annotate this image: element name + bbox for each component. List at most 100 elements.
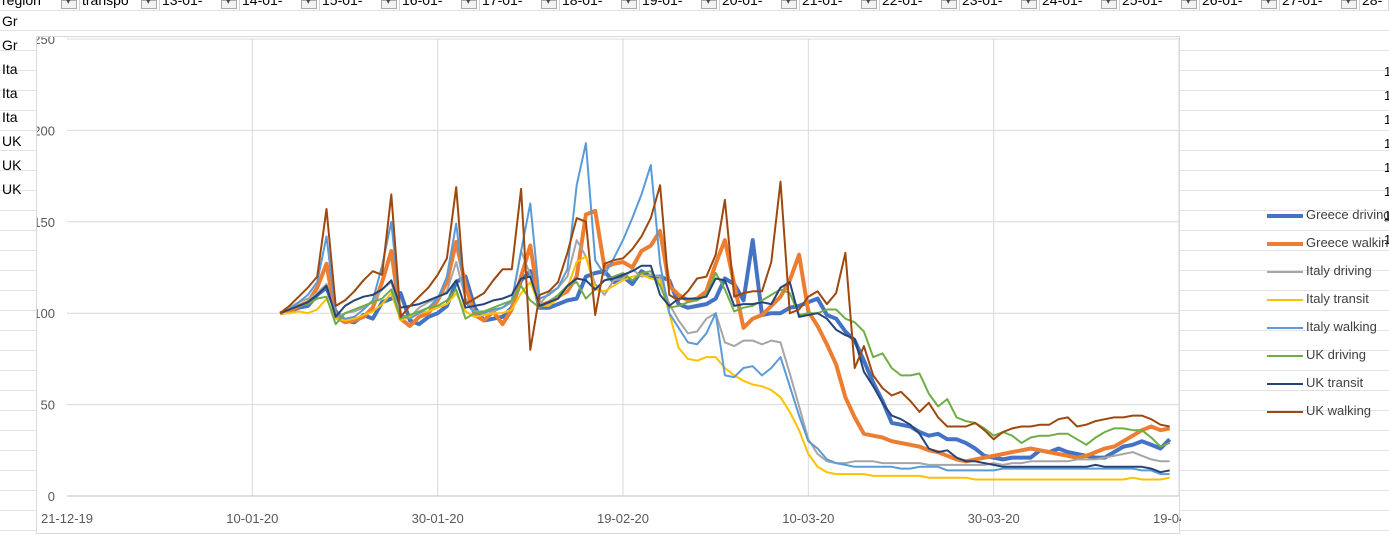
column-header-label: transpo [82, 0, 129, 8]
chevron-down-icon: ▾ [1266, 0, 1271, 6]
y-tick-label: 150 [37, 215, 55, 230]
column-header[interactable]: 13-01- ▾ [160, 0, 240, 10]
row-value-cell[interactable]: 1 [1384, 88, 1389, 103]
column-header[interactable]: region ▾ [0, 0, 80, 10]
column-header-label: 28- [1362, 0, 1383, 8]
x-tick-label: 10-03-20 [782, 511, 834, 526]
legend-label: Italy driving [1306, 263, 1372, 278]
row-region-cell[interactable]: UK [2, 181, 22, 197]
row-gridline [0, 30, 1389, 31]
column-header-label: 22-01- [882, 0, 923, 8]
filter-dropdown-button[interactable]: ▾ [221, 0, 237, 9]
column-header[interactable]: 21-01- ▾ [800, 0, 880, 10]
chart-plot-area: 0 50 100 150 200 250 21-12-19 10-01-20 30-01-20 1… [37, 37, 1181, 526]
y-tick-label: 250 [37, 37, 55, 47]
legend-label: Greece walking [1306, 235, 1389, 250]
legend-swatch [1267, 271, 1303, 273]
chevron-down-icon: ▾ [146, 0, 151, 6]
filter-dropdown-button[interactable]: ▾ [1181, 0, 1197, 9]
row-region-cell[interactable]: Ita [2, 61, 18, 77]
column-header[interactable]: 25-01- ▾ [1120, 0, 1200, 10]
y-tick-label: 50 [41, 398, 55, 413]
x-tick-label: 21-12-19 [41, 511, 93, 526]
filter-dropdown-button[interactable]: ▾ [621, 0, 637, 9]
filter-dropdown-button[interactable]: ▾ [941, 0, 957, 9]
row-region-cell[interactable]: Ita [2, 85, 18, 101]
column-header[interactable]: 28- [1360, 0, 1389, 10]
legend-swatch [1267, 383, 1303, 385]
legend-label: Greece driving [1306, 207, 1389, 222]
chevron-down-icon: ▾ [946, 0, 951, 6]
column-header-label: 17-01- [482, 0, 523, 8]
legend-swatch [1267, 299, 1303, 301]
series-line-greece-driving [279, 238, 1172, 462]
filter-dropdown-button[interactable]: ▾ [141, 0, 157, 9]
column-header[interactable]: 24-01- ▾ [1040, 0, 1120, 10]
filter-dropdown-button[interactable]: ▾ [1101, 0, 1117, 9]
column-header-label: 21-01- [802, 0, 843, 8]
chevron-down-icon: ▾ [66, 0, 71, 6]
column-header[interactable]: 14-01- ▾ [240, 0, 320, 10]
column-header-label: 15-01- [322, 0, 363, 8]
filter-dropdown-button[interactable]: ▾ [461, 0, 477, 9]
line-chart[interactable]: 0 50 100 150 200 250 21-12-19 10-01-20 30-01-20 1… [36, 36, 1389, 534]
filter-dropdown-button[interactable]: ▾ [701, 0, 717, 9]
row-region-cell[interactable]: UK [2, 133, 22, 149]
column-header[interactable]: 26-01- ▾ [1200, 0, 1280, 10]
column-header-label: 26-01- [1202, 0, 1243, 8]
legend-swatch [1267, 411, 1303, 413]
series-line-uk-transit [279, 264, 1170, 474]
chevron-down-icon: ▾ [546, 0, 551, 6]
x-tick-label: 19-04-20 [1153, 511, 1181, 526]
column-header[interactable]: 17-01- ▾ [480, 0, 560, 10]
legend-swatch [1267, 355, 1303, 357]
row-value-cell[interactable]: 1 [1384, 160, 1389, 175]
column-header[interactable]: 16-01- ▾ [400, 0, 480, 10]
column-header[interactable]: 20-01- ▾ [720, 0, 800, 10]
chevron-down-icon: ▾ [226, 0, 231, 6]
column-header[interactable]: 23-01- ▾ [960, 0, 1040, 10]
column-header[interactable]: 19-01- ▾ [640, 0, 720, 10]
row-region-cell[interactable]: Gr [2, 13, 18, 29]
row-value-cell[interactable]: 1 [1384, 232, 1389, 247]
column-header[interactable]: 27-01- ▾ [1280, 0, 1360, 10]
legend-label: Italy walking [1306, 319, 1377, 334]
column-header-label: 18-01- [562, 0, 603, 8]
legend-label: Italy transit [1306, 291, 1369, 306]
filter-dropdown-button[interactable]: ▾ [61, 0, 77, 9]
row-value-cell[interactable]: 1 [1384, 184, 1389, 199]
column-header[interactable]: 18-01- ▾ [560, 0, 640, 10]
series-line-uk-driving [279, 270, 1171, 448]
filter-dropdown-button[interactable]: ▾ [1261, 0, 1277, 9]
x-tick-label: 10-01-20 [226, 511, 278, 526]
y-tick-label: 200 [37, 123, 55, 138]
chevron-down-icon: ▾ [1346, 0, 1351, 6]
row-region-cell[interactable]: Gr [2, 37, 18, 53]
row-region-cell[interactable]: UK [2, 157, 22, 173]
row-region-cell[interactable]: Ita [2, 109, 18, 125]
y-tick-label: 100 [37, 306, 55, 321]
column-header[interactable]: 22-01- ▾ [880, 0, 960, 10]
column-header-label: 14-01- [242, 0, 283, 8]
filter-dropdown-button[interactable]: ▾ [781, 0, 797, 9]
x-tick-label: 19-02-20 [597, 511, 649, 526]
column-header[interactable]: transpo ▾ [80, 0, 160, 10]
filter-dropdown-button[interactable]: ▾ [1341, 0, 1357, 9]
legend-label: UK transit [1306, 375, 1364, 390]
column-header-label: region [2, 0, 41, 8]
row-value-cell[interactable]: 1 [1384, 136, 1389, 151]
row-value-cell[interactable]: 1 [1384, 64, 1389, 79]
chevron-down-icon: ▾ [626, 0, 631, 6]
x-tick-label: 30-03-20 [968, 511, 1020, 526]
row-value-cell[interactable]: 1 [1384, 208, 1389, 223]
filter-dropdown-button[interactable]: ▾ [301, 0, 317, 9]
legend-swatch [1267, 327, 1303, 329]
filter-dropdown-button[interactable]: ▾ [861, 0, 877, 9]
column-header[interactable]: 15-01- ▾ [320, 0, 400, 10]
chevron-down-icon: ▾ [1026, 0, 1031, 6]
y-tick-label: 0 [48, 489, 55, 504]
filter-dropdown-button[interactable]: ▾ [381, 0, 397, 9]
filter-dropdown-button[interactable]: ▾ [541, 0, 557, 9]
filter-dropdown-button[interactable]: ▾ [1021, 0, 1037, 9]
row-value-cell[interactable]: 1 [1384, 112, 1389, 127]
